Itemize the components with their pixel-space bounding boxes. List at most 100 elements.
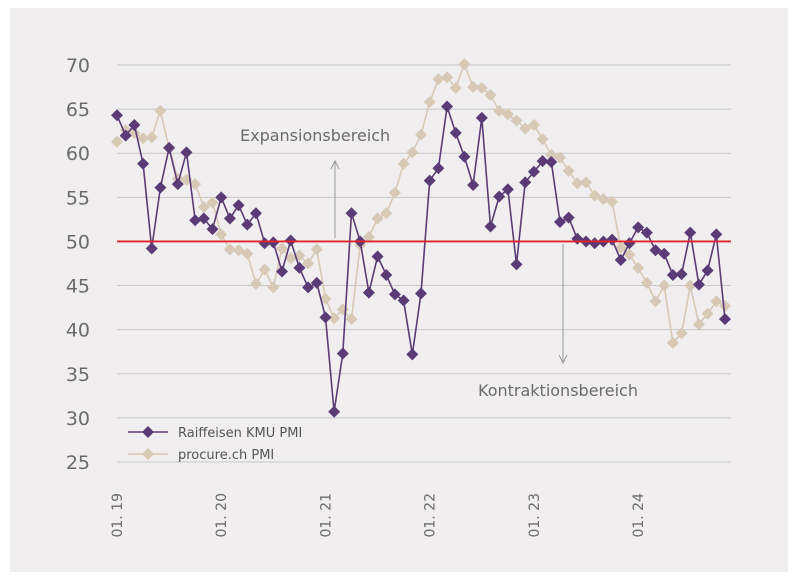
data-point-raiffeisen xyxy=(206,223,219,236)
series-layer xyxy=(111,58,731,418)
y-tick-label: 70 xyxy=(66,55,90,77)
data-point-raiffeisen xyxy=(215,191,228,204)
data-point-raiffeisen xyxy=(719,313,731,326)
data-point-procure xyxy=(241,247,254,260)
y-tick-label: 35 xyxy=(66,364,90,386)
data-point-procure xyxy=(371,212,384,225)
data-point-procure xyxy=(684,279,697,292)
data-point-raiffeisen xyxy=(458,150,471,163)
data-point-raiffeisen xyxy=(163,141,176,154)
data-point-raiffeisen xyxy=(571,232,584,245)
y-tick-label: 50 xyxy=(66,231,90,253)
legend: Raiffeisen KMU PMI procure.ch PMI xyxy=(128,426,302,463)
data-point-procure xyxy=(406,146,419,159)
data-point-procure xyxy=(719,299,731,312)
data-point-raiffeisen xyxy=(302,281,315,294)
data-point-procure xyxy=(597,193,610,206)
data-point-raiffeisen xyxy=(632,221,645,234)
data-point-raiffeisen xyxy=(701,264,714,277)
data-point-raiffeisen xyxy=(675,268,688,281)
chart-frame xyxy=(10,8,788,572)
data-point-procure xyxy=(658,279,671,292)
x-tick-label: 01. 24 xyxy=(631,493,647,538)
data-point-procure xyxy=(666,336,679,349)
data-point-raiffeisen xyxy=(658,247,671,260)
data-point-raiffeisen xyxy=(137,157,150,170)
data-point-procure xyxy=(345,313,358,326)
data-point-raiffeisen xyxy=(666,268,679,281)
data-point-procure xyxy=(423,96,436,109)
data-point-procure xyxy=(675,327,688,340)
x-tick-label: 01. 19 xyxy=(110,493,126,538)
data-point-procure xyxy=(588,189,601,202)
data-point-procure xyxy=(571,177,584,190)
data-point-procure xyxy=(397,157,410,170)
x-tick-label: 01. 22 xyxy=(423,493,439,538)
data-point-procure xyxy=(328,312,341,325)
x-axis: 01. 19 01. 20 01. 21 01. 22 01. 23 01. 24 xyxy=(110,493,647,538)
data-point-raiffeisen xyxy=(640,226,653,239)
data-point-raiffeisen xyxy=(553,216,566,229)
y-axis-ticks: 25 30 35 40 45 50 55 60 65 70 xyxy=(66,55,90,474)
series-procure xyxy=(111,58,731,349)
data-point-raiffeisen xyxy=(493,190,506,203)
data-point-raiffeisen xyxy=(501,183,514,196)
data-point-raiffeisen xyxy=(276,265,289,278)
data-point-raiffeisen xyxy=(189,214,202,227)
legend-marker-procure xyxy=(142,448,154,460)
data-point-raiffeisen xyxy=(345,207,358,220)
data-point-raiffeisen xyxy=(223,212,236,225)
data-point-raiffeisen xyxy=(380,268,393,281)
data-point-raiffeisen xyxy=(415,287,427,300)
data-point-raiffeisen xyxy=(588,237,601,250)
data-point-procure xyxy=(475,81,488,94)
data-point-procure xyxy=(632,261,645,274)
data-point-procure xyxy=(111,135,123,148)
data-point-raiffeisen xyxy=(475,111,488,124)
legend-marker-raiffeisen xyxy=(142,426,154,438)
data-point-procure xyxy=(189,178,202,191)
data-point-raiffeisen xyxy=(241,218,254,231)
data-point-procure xyxy=(701,307,714,320)
data-point-procure xyxy=(310,243,323,256)
contraction-label: Kontraktionsbereich xyxy=(478,381,638,400)
series-raiffeisen xyxy=(111,100,731,418)
data-point-raiffeisen xyxy=(710,228,723,241)
data-point-procure xyxy=(458,58,471,71)
data-point-raiffeisen xyxy=(467,178,480,191)
data-point-raiffeisen xyxy=(449,126,462,139)
data-point-procure xyxy=(302,257,315,270)
data-point-procure xyxy=(527,118,540,131)
data-point-raiffeisen xyxy=(128,118,141,131)
data-point-procure xyxy=(484,88,497,101)
data-point-procure xyxy=(536,133,549,146)
data-point-procure xyxy=(137,132,150,145)
data-point-raiffeisen xyxy=(545,156,558,169)
y-tick-label: 55 xyxy=(66,187,90,209)
data-point-procure xyxy=(501,108,514,121)
data-point-raiffeisen xyxy=(423,174,436,187)
contraction-annotation: Kontraktionsbereich xyxy=(478,244,638,400)
data-point-raiffeisen xyxy=(119,129,132,142)
data-point-procure xyxy=(623,248,636,261)
expansion-label: Expansionsbereich xyxy=(240,126,390,145)
data-point-raiffeisen xyxy=(536,155,549,168)
x-tick-label: 01. 20 xyxy=(214,493,230,538)
data-point-raiffeisen xyxy=(371,250,384,263)
data-point-raiffeisen xyxy=(171,178,184,191)
y-tick-label: 65 xyxy=(66,99,90,121)
y-tick-label: 40 xyxy=(66,320,90,342)
data-point-procure xyxy=(232,244,245,257)
data-point-raiffeisen xyxy=(606,233,619,246)
data-point-procure xyxy=(380,207,393,220)
data-point-procure xyxy=(258,263,271,276)
data-point-raiffeisen xyxy=(111,109,123,122)
data-point-raiffeisen xyxy=(336,347,349,360)
data-point-procure xyxy=(580,176,593,189)
data-point-raiffeisen xyxy=(527,165,540,178)
data-point-raiffeisen xyxy=(319,311,332,324)
data-point-procure xyxy=(640,276,653,289)
data-point-procure xyxy=(388,186,401,199)
data-point-raiffeisen xyxy=(692,278,705,291)
data-point-raiffeisen xyxy=(519,176,532,189)
